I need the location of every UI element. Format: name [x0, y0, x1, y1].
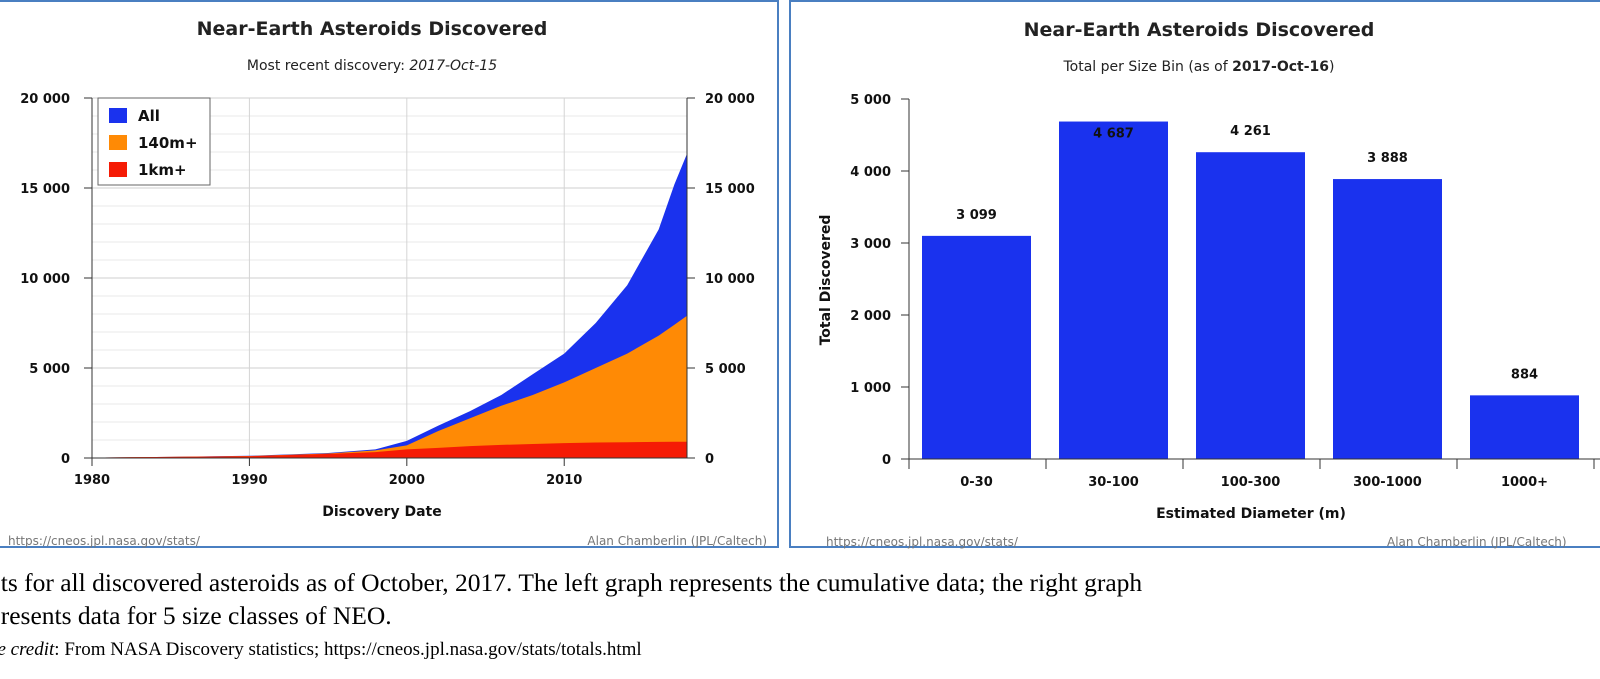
x-axis-title: Estimated Diameter (m) [1156, 506, 1346, 522]
footer-credit: Alan Chamberlin (JPL/Caltech) [1387, 535, 1567, 549]
bar-value-label: 3 099 [956, 208, 997, 223]
x-tick-label: 30-100 [1088, 475, 1139, 490]
bar-value-label: 4 687 [1093, 127, 1134, 142]
y-tick-label: 2 000 [850, 309, 891, 324]
caption-line-2: presents data for 5 size classes of NEO. [0, 601, 392, 630]
x-tick-label: 1000+ [1501, 475, 1548, 490]
legend-label: 140m+ [138, 134, 198, 152]
credit-text: : From NASA Discovery statistics; https:… [54, 639, 642, 660]
bar-300-1000 [1333, 179, 1442, 459]
caption-line-1: ots for all discovered asteroids as of O… [0, 568, 1143, 597]
credit-label: ge credit [0, 639, 55, 660]
image-credit: ge credit: From NASA Discovery statistic… [0, 639, 642, 661]
area-1km-series [92, 441, 687, 458]
area-140m-series [92, 315, 687, 458]
footer-url: https://cneos.jpl.nasa.gov/stats/ [8, 534, 201, 548]
y-tick-label: 3 000 [850, 237, 891, 252]
chart-subtitle: Total per Size Bin (as of 2017-Oct-16) [1062, 59, 1334, 75]
legend-swatch [109, 135, 127, 150]
legend-label: All [138, 107, 160, 125]
x-tick-label: 2000 [389, 473, 425, 488]
chart-subtitle: Most recent discovery: 2017-Oct-15 [247, 58, 497, 74]
bar-value-label: 4 261 [1230, 124, 1271, 139]
footer-url: https://cneos.jpl.nasa.gov/stats/ [826, 535, 1019, 549]
bar-30-100 [1059, 121, 1168, 459]
y-tick-label-left: 15 000 [20, 182, 70, 197]
x-axis-title: Discovery Date [322, 504, 441, 520]
chart-title: Near-Earth Asteroids Discovered [1024, 19, 1375, 41]
y-tick-label: 0 [882, 453, 891, 468]
y-tick-label: 5 000 [850, 93, 891, 108]
legend-label: 1km+ [138, 161, 187, 179]
bar-value-label: 884 [1511, 367, 1538, 382]
legend-swatch [109, 108, 127, 123]
x-tick-label: 1980 [74, 473, 110, 488]
y-tick-label-right: 0 [705, 452, 714, 467]
grid [91, 97, 687, 459]
y-tick-label-right: 5 000 [705, 362, 746, 377]
bar-1000+ [1470, 395, 1579, 459]
footer-credit: Alan Chamberlin (JPL/Caltech) [587, 534, 767, 548]
y-tick-label: 1 000 [850, 381, 891, 396]
cumulative-area-chart: Near-Earth Asteroids Discovered Most rece… [8, 18, 767, 548]
y-tick-label-left: 0 [61, 452, 70, 467]
y-tick-label-right: 20 000 [705, 92, 755, 107]
area-all-series [92, 153, 687, 459]
legend: All 140m+ 1km+ [97, 97, 211, 186]
y-axis-title: Total Discovered [818, 215, 834, 346]
y-tick-label: 4 000 [850, 165, 891, 180]
y-tick-label-left: 20 000 [20, 92, 70, 107]
size-bin-bar-chart: Near-Earth Asteroids Discovered Total per… [818, 19, 1600, 549]
bar-0-30 [922, 235, 1031, 459]
y-tick-label-left: 10 000 [20, 272, 70, 287]
bar-value-label: 3 888 [1367, 151, 1408, 166]
x-tick-label: 2010 [546, 473, 582, 488]
x-tick-label: 100-300 [1221, 475, 1281, 490]
y-tick-label-left: 5 000 [29, 362, 70, 377]
y-tick-label-right: 15 000 [705, 182, 755, 197]
bar-100-300 [1196, 152, 1305, 459]
x-tick-label: 300-1000 [1353, 475, 1422, 490]
y-tick-label-right: 10 000 [705, 272, 755, 287]
cumulative-chart-panel: Near-Earth Asteroids Discovered Most rece… [0, 0, 779, 548]
size-bin-chart-panel: Near-Earth Asteroids Discovered Total per… [789, 0, 1600, 549]
x-tick-label: 0-30 [960, 475, 993, 490]
legend-swatch [109, 162, 127, 177]
chart-title: Near-Earth Asteroids Discovered [197, 18, 548, 40]
x-tick-label: 1990 [231, 473, 267, 488]
